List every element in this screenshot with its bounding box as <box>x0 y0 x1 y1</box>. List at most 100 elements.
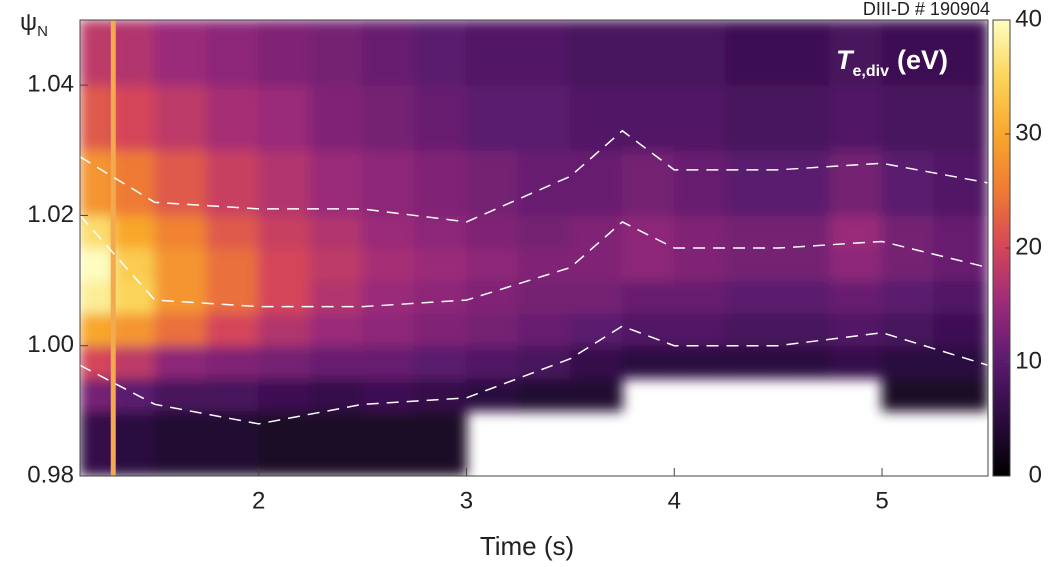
heat-cell <box>465 312 519 347</box>
heat-cell <box>829 84 883 151</box>
heat-cell <box>112 410 156 476</box>
heat-cell <box>569 280 623 314</box>
heat-cell <box>414 149 467 216</box>
heat-cell <box>829 312 883 347</box>
heat-cell <box>881 377 935 412</box>
overlay <box>80 20 988 476</box>
heat-cell <box>112 84 156 151</box>
heat-cell <box>206 345 260 379</box>
heat-cell <box>206 280 260 314</box>
heat-cell <box>777 280 831 314</box>
heat-cell <box>154 280 208 314</box>
heat-cell <box>362 20 416 86</box>
heat-cell <box>881 20 935 86</box>
y-tick-label: 1.00 <box>27 331 74 358</box>
x-tick-label: 3 <box>460 487 473 514</box>
heat-cell <box>725 247 779 282</box>
heat-cell <box>154 149 208 216</box>
heat-cell <box>777 149 831 216</box>
heat-cell <box>206 20 260 86</box>
heat-cell <box>206 377 260 412</box>
heat-cell <box>777 247 831 282</box>
heat-cell <box>414 20 467 86</box>
heat-cell <box>673 214 727 249</box>
heat-cell <box>725 20 779 86</box>
heat-cell <box>881 247 935 282</box>
heat-cell <box>881 84 935 151</box>
heat-cell <box>673 149 727 216</box>
heat-cell <box>80 20 114 86</box>
heat-cell <box>310 214 364 249</box>
heat-cell <box>154 312 208 347</box>
heat-cell <box>465 280 519 314</box>
heat-cell <box>206 410 260 476</box>
heat-cell <box>310 20 364 86</box>
heat-cell <box>80 410 114 476</box>
heat-cell <box>621 345 675 379</box>
colorbar-tick-label: 10 <box>1015 347 1042 374</box>
heat-cell <box>517 214 571 249</box>
colorbar-tick-label: 20 <box>1015 233 1042 260</box>
heat-cell <box>881 280 935 314</box>
colorbar-label: Te,div (eV) <box>836 45 948 80</box>
heat-cell <box>569 345 623 379</box>
heat-cell <box>673 312 727 347</box>
heat-cell <box>206 247 260 282</box>
heat-cell <box>465 345 519 379</box>
heat-cell <box>258 345 312 379</box>
heat-cell <box>362 247 416 282</box>
heat-cell <box>881 149 935 216</box>
heat-cell <box>829 280 883 314</box>
heat-cell <box>777 214 831 249</box>
heat-cell <box>621 247 675 282</box>
heat-cell <box>777 84 831 151</box>
x-tick-label: 5 <box>875 487 888 514</box>
heat-cell <box>414 84 467 151</box>
heat-cell <box>80 214 114 249</box>
heat-cell <box>725 345 779 379</box>
heat-cell <box>881 345 935 379</box>
heat-cell <box>621 214 675 249</box>
heat-cell <box>465 214 519 249</box>
heat-cell <box>80 84 114 151</box>
heatmap <box>80 20 988 476</box>
heat-cell <box>258 84 312 151</box>
heat-cell <box>414 214 467 249</box>
heat-cell <box>206 149 260 216</box>
heat-cell <box>569 377 623 412</box>
heat-cell <box>80 312 114 347</box>
heat-cell <box>310 84 364 151</box>
heat-cell <box>310 345 364 379</box>
heat-cell <box>777 345 831 379</box>
heat-cell <box>80 280 114 314</box>
heat-cell <box>414 247 467 282</box>
heat-cell <box>829 20 883 86</box>
heat-cell <box>310 312 364 347</box>
y-tick-label: 0.98 <box>27 461 74 488</box>
heat-cell <box>310 280 364 314</box>
heat-cell <box>829 247 883 282</box>
heat-cell <box>933 312 988 347</box>
heat-cell <box>362 84 416 151</box>
heat-cell <box>112 280 156 314</box>
heat-cell <box>673 20 727 86</box>
heat-cell <box>112 214 156 249</box>
heat-cell <box>881 214 935 249</box>
heat-cell <box>465 20 519 86</box>
heat-cell <box>362 149 416 216</box>
y-label-main: ψ <box>20 9 37 36</box>
heat-cell <box>569 149 623 216</box>
heat-cell <box>258 410 312 476</box>
heat-cell <box>725 214 779 249</box>
heat-cell <box>569 84 623 151</box>
heat-cell <box>258 149 312 216</box>
colorbar-tick-label: 0 <box>1029 461 1042 488</box>
cbar-label-main: T <box>836 45 855 75</box>
colorbar-tick-label: 40 <box>1015 5 1042 32</box>
heat-cell <box>725 84 779 151</box>
heat-cell <box>112 312 156 347</box>
contour-line <box>80 214 988 308</box>
heat-cell <box>569 312 623 347</box>
heat-cell <box>465 149 519 216</box>
